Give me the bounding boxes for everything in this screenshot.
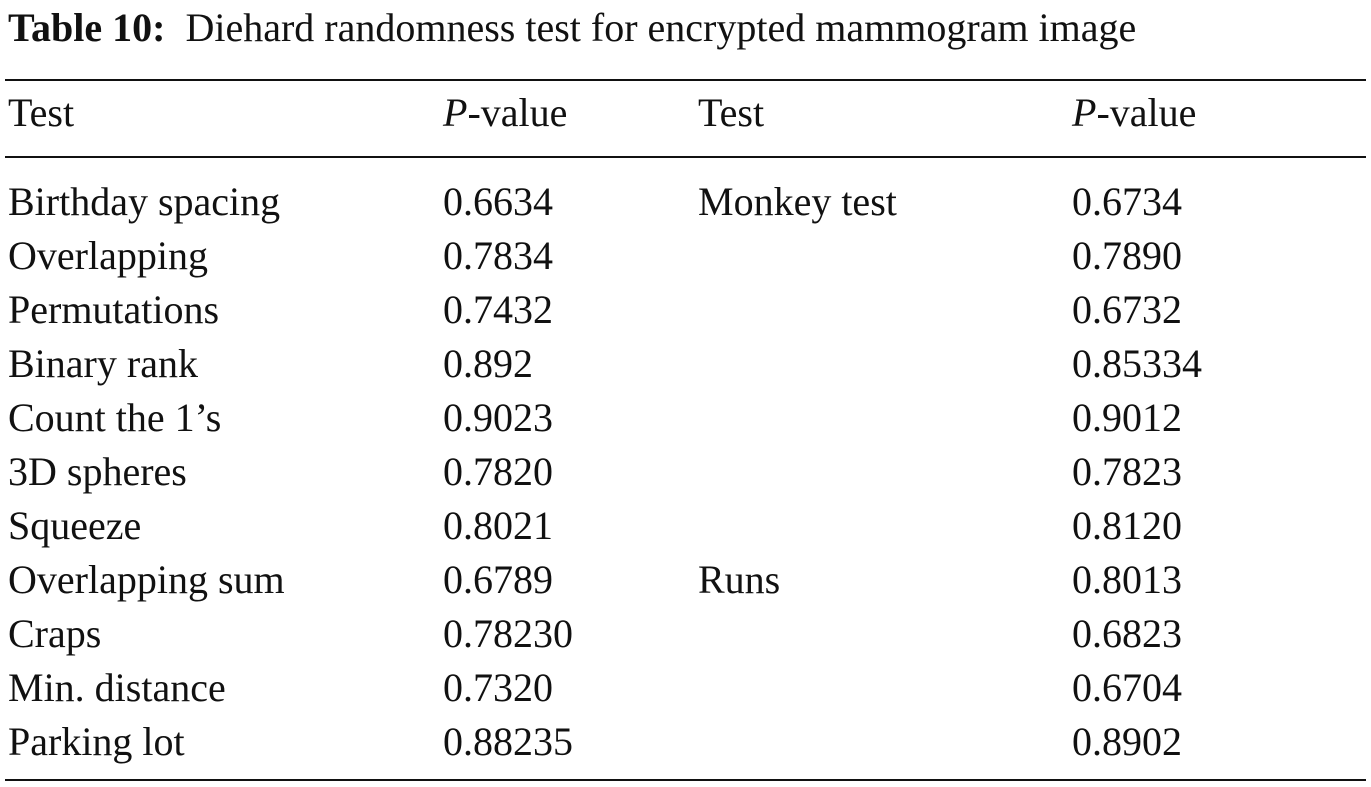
cell-pvalue-left: 0.892 — [443, 341, 533, 386]
cell-pvalue-right: 0.6823 — [1072, 611, 1182, 656]
header-rule — [5, 156, 1366, 158]
cell-test-left: Birthday spacing — [8, 179, 281, 224]
cell-pvalue-right: 0.9012 — [1072, 395, 1182, 440]
cell-pvalue-right: 0.8013 — [1072, 557, 1182, 602]
cell-pvalue-right: 0.6704 — [1072, 665, 1182, 710]
bottom-rule — [5, 779, 1366, 781]
cell-pvalue-right: 0.8120 — [1072, 503, 1182, 548]
cell-pvalue-left: 0.7820 — [443, 449, 553, 494]
table-caption: Table 10: Diehard randomness test for en… — [8, 4, 1136, 52]
cell-pvalue-left: 0.7432 — [443, 287, 553, 332]
cell-test-left: Min. distance — [8, 665, 226, 710]
header-pvalue-2-rest: -value — [1096, 90, 1197, 135]
cell-pvalue-left: 0.8021 — [443, 503, 553, 548]
cell-test-left: Permutations — [8, 287, 220, 332]
header-pvalue-1: P-value — [443, 86, 567, 140]
header-test-2: Test — [698, 90, 765, 135]
header-test-1: Test — [8, 90, 75, 135]
cell-pvalue-right: 0.85334 — [1072, 341, 1202, 386]
header-pvalue-1-italic: P — [443, 90, 468, 135]
cell-pvalue-right: 0.6734 — [1072, 179, 1182, 224]
top-rule — [5, 79, 1366, 81]
table-title: Diehard randomness test for encrypted ma… — [185, 5, 1137, 50]
cell-pvalue-left: 0.7320 — [443, 665, 553, 710]
cell-pvalue-right: 0.7823 — [1072, 449, 1182, 494]
cell-test-right: Runs — [698, 557, 781, 602]
cell-test-left: Overlapping sum — [8, 557, 285, 602]
cell-pvalue-right: 0.6732 — [1072, 287, 1182, 332]
header-pvalue-2-italic: P — [1072, 90, 1097, 135]
cell-test-left: Overlapping — [8, 233, 208, 278]
cell-pvalue-left: 0.78230 — [443, 611, 573, 656]
cell-pvalue-right: 0.7890 — [1072, 233, 1182, 278]
cell-pvalue-left: 0.88235 — [443, 719, 573, 764]
cell-test-left: Binary rank — [8, 341, 198, 386]
cell-test-left: Squeeze — [8, 503, 142, 548]
cell-test-left: Parking lot — [8, 719, 185, 764]
cell-test-right: Monkey test — [698, 179, 897, 224]
cell-test-left: 3D spheres — [8, 449, 187, 494]
header-pvalue-2: P-value — [1072, 86, 1196, 140]
cell-pvalue-left: 0.6789 — [443, 557, 553, 602]
cell-test-left: Count the 1’s — [8, 395, 222, 440]
cell-pvalue-left: 0.9023 — [443, 395, 553, 440]
header-pvalue-1-rest: -value — [467, 90, 568, 135]
cell-test-left: Craps — [8, 611, 102, 656]
cell-pvalue-left: 0.6634 — [443, 179, 553, 224]
cell-pvalue-left: 0.7834 — [443, 233, 553, 278]
cell-pvalue-right: 0.8902 — [1072, 719, 1182, 764]
table-label: Table 10: — [8, 5, 166, 50]
